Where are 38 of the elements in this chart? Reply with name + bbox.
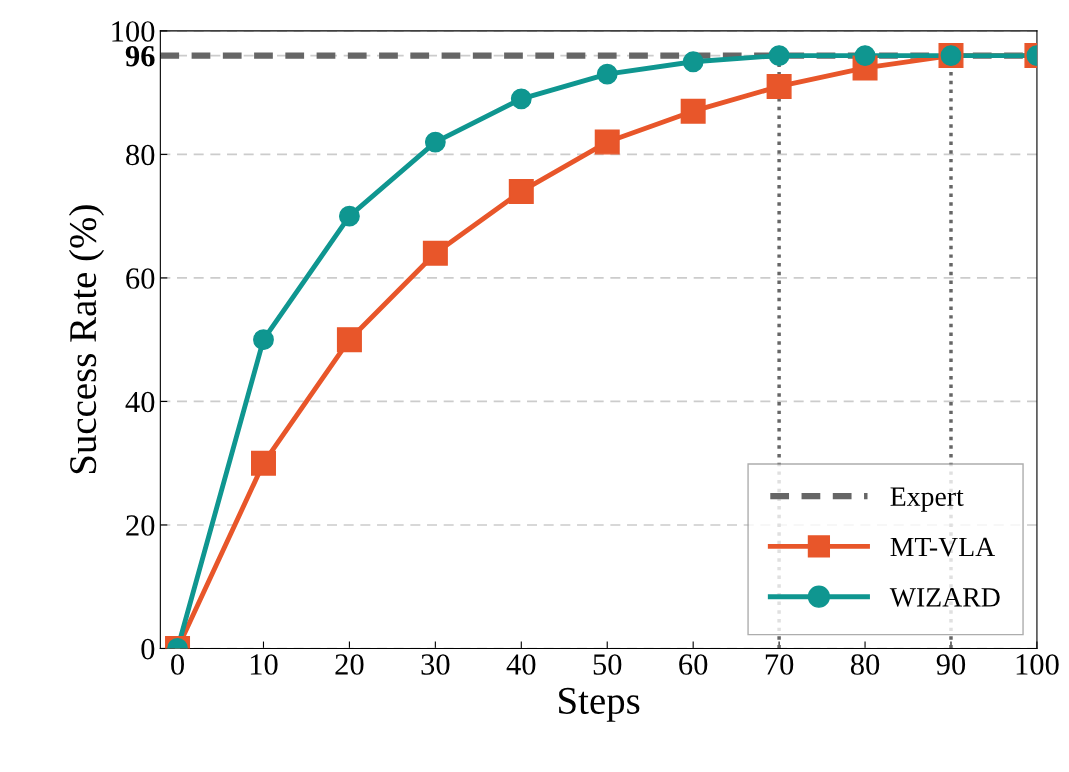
legend-label: WIZARD (889, 588, 1000, 607)
y-axis-title: Success Rate (%) (68, 205, 105, 474)
point (253, 329, 274, 351)
x-tick-label: 30 (421, 654, 450, 675)
point (510, 88, 532, 110)
point (422, 240, 448, 266)
point (680, 98, 706, 124)
x-axis-title: Steps (559, 687, 640, 722)
y-tick-label: 100 (112, 21, 155, 42)
x-tick-label: 80 (850, 654, 880, 675)
y-tick-label: 40 (125, 391, 155, 413)
point (854, 45, 876, 67)
point (250, 450, 276, 476)
point (424, 131, 446, 153)
point (766, 73, 792, 99)
y-tick-label: 80 (126, 144, 155, 166)
x-tick-label: 0 (171, 654, 185, 675)
x-tick-label: 10 (250, 654, 278, 675)
x-tick-label: 40 (506, 654, 536, 675)
legend-label: MT-VLA (890, 537, 995, 557)
x-tick-label: 50 (593, 654, 622, 675)
point (338, 205, 360, 227)
x-tick-label: 90 (936, 654, 966, 675)
x-tick-label: 100 (1016, 654, 1059, 675)
point (508, 178, 534, 204)
y-tick-label: 60 (126, 268, 155, 289)
legend-label: Expert (890, 487, 964, 512)
x-tick-label: 60 (679, 654, 708, 675)
point (682, 51, 704, 73)
y-tick-label: 0 (141, 638, 155, 660)
x-tick-label: 20 (335, 654, 364, 675)
point (594, 129, 620, 155)
point (336, 327, 362, 353)
y-tick-label: 20 (126, 515, 155, 536)
x-tick-label: 70 (765, 654, 794, 675)
y-tick-label: 96 (125, 45, 155, 67)
point (596, 63, 618, 85)
point (768, 45, 790, 67)
